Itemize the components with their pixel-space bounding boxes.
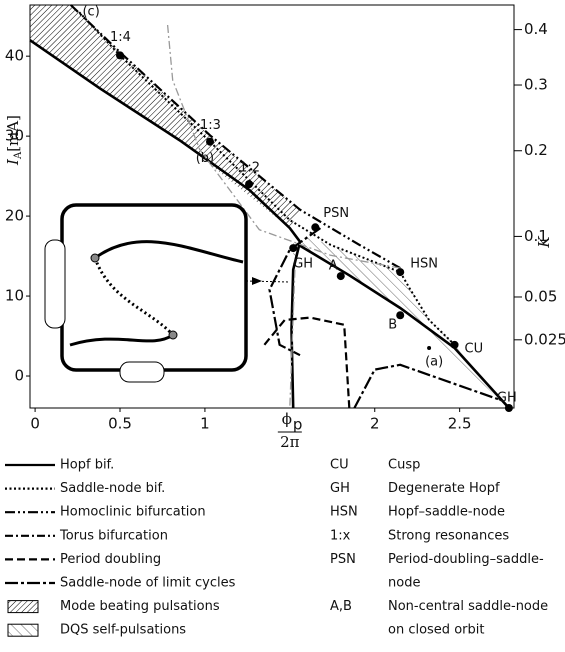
inset-pointer xyxy=(245,280,291,283)
point-label: GH xyxy=(497,391,517,406)
abbreviation: GH xyxy=(330,481,350,496)
point xyxy=(289,244,298,253)
y-tick-label: 40 xyxy=(5,47,24,65)
abbreviation: CU xyxy=(330,458,349,473)
legend-label: Homoclinic bifurcation xyxy=(60,505,206,520)
plot-frame xyxy=(29,4,515,409)
abbreviation: 1:x xyxy=(330,528,351,543)
point xyxy=(504,404,513,412)
point-label: 1:2 xyxy=(239,161,260,176)
inset-node-lower xyxy=(69,333,174,347)
legend-label: Saddle-node of limit cycles xyxy=(60,576,236,591)
annotation: (c) xyxy=(82,5,99,20)
abbreviation: PSN xyxy=(330,552,356,567)
point-label: GH xyxy=(293,257,313,272)
y-tick-label: 10 xyxy=(5,287,24,305)
point-label: 1:3 xyxy=(200,118,221,133)
inset-axis-pill xyxy=(44,239,66,329)
y2-tick-label: 0.3 xyxy=(524,76,548,94)
curve xyxy=(70,4,401,270)
abbreviation: HSN xyxy=(330,505,358,520)
legend-label: Mode beating pulsations xyxy=(60,599,220,614)
x-tick-label: 0.5 xyxy=(108,415,132,433)
y-label-sub: A xyxy=(13,151,24,160)
inset-node-branch xyxy=(94,240,244,264)
point-label: PSN xyxy=(323,206,349,221)
y-label-main: I xyxy=(4,158,22,166)
y2-tick-label: 0.025 xyxy=(524,330,565,348)
curve xyxy=(78,11,456,346)
abbreviation-description: Period-doubling–saddle- xyxy=(388,552,544,567)
abbreviation-description: Cusp xyxy=(388,458,420,473)
inset-axis-pill xyxy=(119,361,165,383)
legend-label: DQS self-pulsations xyxy=(60,623,186,638)
y-tick-label: 0 xyxy=(14,367,24,385)
x-tick-label: 2 xyxy=(370,415,380,433)
abbreviation-description: Non-central saddle-node xyxy=(388,599,548,614)
point-label: A xyxy=(329,259,338,274)
inset xyxy=(44,203,291,383)
x-tick-label: 0 xyxy=(30,415,40,433)
x-label-num: ϕ xyxy=(282,410,292,428)
abbreviation-description: Degenerate Hopf xyxy=(388,481,500,496)
inset-box xyxy=(60,203,248,372)
inset-arrowhead xyxy=(252,277,262,285)
legend-swatch xyxy=(7,623,39,637)
x-tick-label: 1 xyxy=(200,415,210,433)
point xyxy=(311,223,320,232)
legend-label: Hopf bif. xyxy=(60,458,114,473)
abbreviation-description: Hopf–saddle-node xyxy=(388,505,505,520)
abbreviation-description: Strong resonances xyxy=(388,528,509,543)
y-tick-label: 30 xyxy=(5,127,24,145)
point xyxy=(396,268,405,277)
x-label-den: 2π xyxy=(280,433,300,451)
abbreviation: A,B xyxy=(330,599,352,614)
legend-label: Period doubling xyxy=(60,552,161,567)
inset-saddle-node-point xyxy=(90,253,100,263)
curve xyxy=(268,227,501,409)
curve xyxy=(29,39,510,409)
point-label: CU xyxy=(465,341,484,356)
legend-label: Saddle-node bif. xyxy=(60,481,165,496)
point xyxy=(396,311,405,320)
y2-label: K xyxy=(535,236,553,249)
y2-tick-label: 0.1 xyxy=(524,227,548,245)
y2-tick-label: 0.2 xyxy=(524,141,548,159)
legend-swatch xyxy=(7,600,39,614)
point-label: HSN xyxy=(410,257,438,272)
point xyxy=(427,346,432,351)
curve xyxy=(263,316,351,409)
curve xyxy=(166,24,401,409)
region xyxy=(30,5,301,229)
x-label-sub: p xyxy=(293,416,303,434)
annotation: (b) xyxy=(196,151,214,166)
point xyxy=(450,340,459,349)
abbreviation-description: on closed orbit xyxy=(388,623,484,638)
point-label: (a) xyxy=(425,355,443,370)
inset-saddle-branch xyxy=(93,257,175,337)
point xyxy=(116,51,125,60)
inset-saddle-node-point xyxy=(168,330,178,340)
point xyxy=(206,137,215,146)
y-label: IA[mA] xyxy=(4,115,24,166)
y2-tick-label: 0.05 xyxy=(524,287,557,305)
y2-tick-label: 0.4 xyxy=(524,20,548,38)
abbreviation-description: node xyxy=(388,576,420,591)
legend-label: Torus bifurcation xyxy=(59,528,168,543)
point xyxy=(336,272,345,281)
point xyxy=(245,180,254,189)
y-tick-label: 20 xyxy=(5,207,24,225)
y-label-unit: [mA] xyxy=(4,115,22,152)
point-label: B xyxy=(388,318,397,333)
point-label: 1:4 xyxy=(110,30,131,45)
x-tick-label: 2.5 xyxy=(448,415,472,433)
